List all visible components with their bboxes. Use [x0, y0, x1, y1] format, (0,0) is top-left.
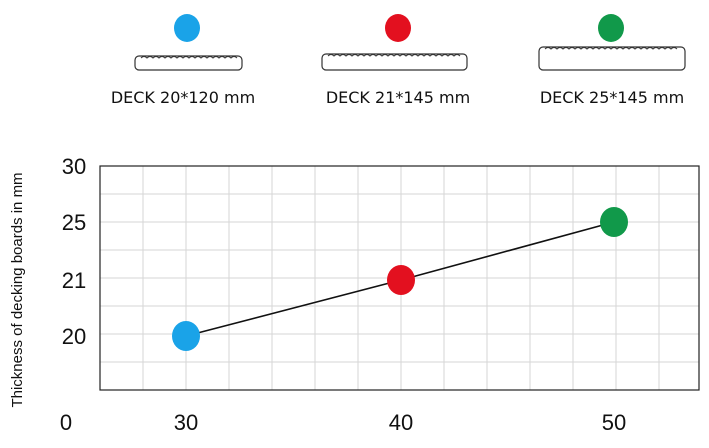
- x-tick-label: 40: [389, 410, 413, 435]
- tick-labels: 20 21 25 30 0 30 40 50: [60, 154, 626, 435]
- legend-label: DECK 20*120 mm: [111, 88, 255, 107]
- legend-label: DECK 21*145 mm: [326, 88, 470, 107]
- data-point: [387, 265, 415, 295]
- legend-item: DECK 20*120 mm: [111, 14, 255, 107]
- legend: DECK 20*120 mm DECK 21*145 mm DECK 25*145 …: [111, 14, 686, 107]
- deck-groove-icon: [544, 47, 678, 50]
- legend-item: DECK 25*145 mm: [538, 14, 686, 107]
- legend-item: DECK 21*145 mm: [321, 14, 470, 107]
- x-tick-label: 0: [60, 410, 72, 435]
- x-tick-label: 50: [602, 410, 626, 435]
- legend-marker: [598, 14, 624, 42]
- y-axis-label: Thickness of decking boards in mm: [9, 172, 26, 407]
- deck-board-profile-icon: [321, 53, 468, 71]
- data-point: [600, 207, 628, 237]
- deck-board-profile-icon: [134, 55, 243, 71]
- deck-groove-icon: [140, 56, 238, 59]
- y-tick-label: 25: [62, 210, 86, 235]
- legend-marker: [385, 14, 411, 42]
- deck-groove-icon: [327, 54, 461, 57]
- plot-frame: [99, 165, 700, 391]
- x-tick-label: 30: [174, 410, 198, 435]
- legend-marker: [174, 14, 200, 42]
- series: [172, 207, 628, 351]
- data-point: [172, 321, 200, 351]
- deck-board-profile-icon: [538, 46, 686, 71]
- y-tick-label: 20: [62, 324, 86, 349]
- y-tick-label: 21: [62, 268, 86, 293]
- y-tick-label: 30: [62, 154, 86, 179]
- legend-label: DECK 25*145 mm: [540, 88, 684, 107]
